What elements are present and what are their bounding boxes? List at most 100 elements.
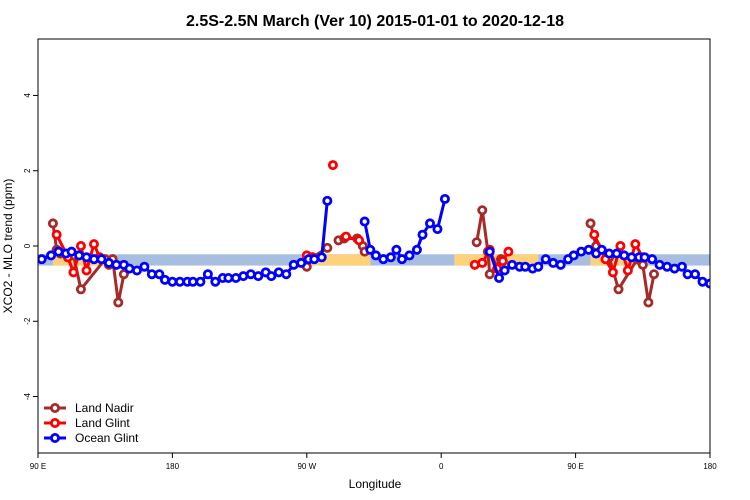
data-point xyxy=(585,218,596,229)
data-point xyxy=(424,218,435,229)
data-point xyxy=(296,257,307,268)
data-point xyxy=(705,278,710,289)
data-point xyxy=(47,218,58,229)
data-point xyxy=(75,284,86,295)
data-point xyxy=(327,160,338,171)
legend-label: Land Nadir xyxy=(75,401,134,415)
data-point xyxy=(391,244,402,255)
data-point xyxy=(497,256,508,267)
x-tick-label: 180 xyxy=(703,462,717,471)
data-point xyxy=(417,229,428,240)
y-tick-label: 4 xyxy=(23,93,32,98)
data-point xyxy=(589,229,600,240)
data-point xyxy=(66,246,77,257)
legend-swatch-marker xyxy=(50,402,61,413)
data-point xyxy=(266,271,277,282)
y-tick-label: 2 xyxy=(23,168,32,173)
legend-item: Ocean Glint xyxy=(44,431,139,445)
data-point xyxy=(316,252,327,263)
series-land-glint xyxy=(51,160,648,278)
x-tick-label: 90 E xyxy=(30,462,46,471)
data-point xyxy=(322,242,333,253)
data-point xyxy=(596,244,607,255)
data-point xyxy=(81,265,92,276)
plot-frame xyxy=(37,38,711,454)
data-point xyxy=(46,250,57,261)
data-point xyxy=(396,254,407,265)
legend-item: Land Glint xyxy=(44,416,130,430)
data-point xyxy=(38,254,47,265)
legend-label: Land Glint xyxy=(75,416,130,430)
series-ocean-glint xyxy=(38,193,710,289)
data-point xyxy=(615,240,626,251)
data-point xyxy=(503,246,514,257)
data-point xyxy=(647,254,658,265)
data-point xyxy=(439,193,450,204)
data-point xyxy=(637,259,648,270)
y-axis-label: XCO2 - MLO trend (ppm) xyxy=(1,179,15,314)
y-axis: -4 -2 0 2 4 xyxy=(23,93,38,400)
data-point xyxy=(477,205,488,216)
data-point xyxy=(471,237,482,248)
data-point xyxy=(370,250,381,261)
y-tick-label: -2 xyxy=(23,317,32,325)
x-tick-label: 180 xyxy=(166,462,180,471)
data-point xyxy=(89,239,100,250)
data-point xyxy=(622,265,633,276)
data-point xyxy=(281,269,292,280)
x-axis-label: Longitude xyxy=(349,477,402,491)
data-point xyxy=(649,269,660,280)
data-point xyxy=(210,276,221,287)
legend-swatch-marker xyxy=(50,417,61,428)
data-point xyxy=(613,284,624,295)
data-point xyxy=(583,244,594,255)
data-point xyxy=(432,224,443,235)
legend-item: Land Nadir xyxy=(44,401,134,415)
data-point xyxy=(365,244,376,255)
data-point xyxy=(568,250,579,261)
plot-area xyxy=(38,160,710,308)
data-point xyxy=(131,265,142,276)
data-point xyxy=(677,261,688,272)
data-point xyxy=(75,240,86,251)
data-point xyxy=(354,235,365,246)
data-point xyxy=(195,276,206,287)
data-point xyxy=(253,271,264,282)
data-point xyxy=(385,252,396,263)
data-point xyxy=(494,272,505,283)
data-point xyxy=(540,254,551,265)
y-tick-label: -4 xyxy=(23,392,32,400)
data-point xyxy=(607,267,618,278)
data-point xyxy=(630,239,641,250)
x-tick-label: 90 W xyxy=(297,462,316,471)
data-point xyxy=(484,269,495,280)
data-point xyxy=(118,269,129,280)
data-point xyxy=(484,246,495,257)
data-point xyxy=(68,267,79,278)
data-point xyxy=(533,261,544,272)
x-tick-label: 0 xyxy=(439,462,444,471)
chart-title: 2.5S-2.5N March (Ver 10) 2015-01-01 to 2… xyxy=(186,13,564,30)
x-axis: 90 E 180 90 W 0 90 E 180 xyxy=(30,453,717,471)
legend-label: Ocean Glint xyxy=(75,431,139,445)
data-point xyxy=(139,261,150,272)
data-point xyxy=(51,229,62,240)
x-tick-label: 90 E xyxy=(567,462,583,471)
y-tick-label: 0 xyxy=(23,243,32,248)
data-point xyxy=(499,265,510,276)
data-point xyxy=(555,259,566,270)
data-point xyxy=(411,244,422,255)
data-point xyxy=(154,269,165,280)
data-point xyxy=(96,254,107,265)
land-band-segment xyxy=(306,254,371,266)
data-point xyxy=(340,231,351,242)
legend-swatch-marker xyxy=(50,432,61,443)
data-point xyxy=(113,297,124,308)
data-point xyxy=(477,257,488,268)
data-point xyxy=(690,269,701,280)
data-point xyxy=(359,216,370,227)
data-point xyxy=(404,250,415,261)
